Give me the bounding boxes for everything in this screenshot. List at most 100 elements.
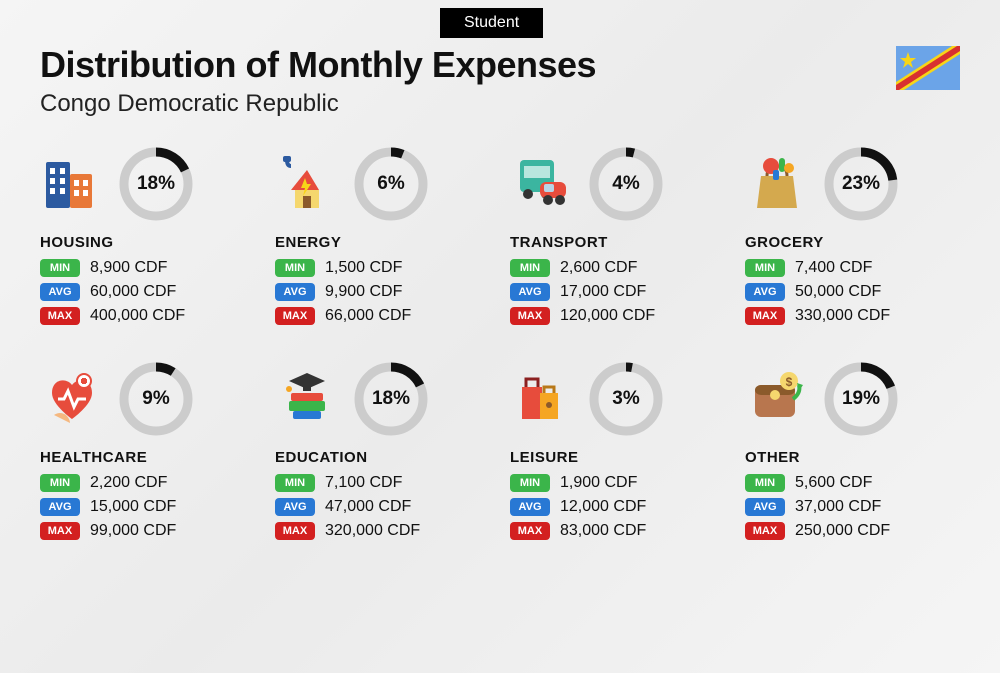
stat-min: MIN 2,600 CDF (510, 259, 725, 277)
max-label: MAX (510, 522, 550, 540)
category-card-healthcare: 9% HEALTHCARE MIN 2,200 CDF AVG 15,000 C… (40, 361, 255, 546)
category-name: LEISURE (510, 449, 725, 466)
percent-text: 3% (612, 388, 639, 410)
percent-text: 19% (842, 388, 880, 410)
category-name: HOUSING (40, 234, 255, 251)
avg-value: 17,000 CDF (560, 283, 646, 301)
max-value: 120,000 CDF (560, 307, 655, 325)
avg-label: AVG (275, 498, 315, 516)
stat-avg: AVG 12,000 CDF (510, 498, 725, 516)
min-label: MIN (510, 474, 550, 492)
percent-text: 18% (372, 388, 410, 410)
percent-ring: 9% (118, 361, 194, 437)
min-label: MIN (40, 259, 80, 277)
percent-ring: 23% (823, 146, 899, 222)
max-label: MAX (510, 307, 550, 325)
avg-label: AVG (510, 498, 550, 516)
percent-ring: 6% (353, 146, 429, 222)
stat-avg: AVG 15,000 CDF (40, 498, 255, 516)
category-card-grocery: 23% GROCERY MIN 7,400 CDF AVG 50,000 CDF… (745, 146, 960, 331)
min-value: 7,100 CDF (325, 474, 402, 492)
category-card-transport: 4% TRANSPORT MIN 2,600 CDF AVG 17,000 CD… (510, 146, 725, 331)
avg-value: 47,000 CDF (325, 498, 411, 516)
stat-max: MAX 99,000 CDF (40, 522, 255, 540)
avg-label: AVG (40, 498, 80, 516)
stat-max: MAX 330,000 CDF (745, 307, 960, 325)
min-label: MIN (510, 259, 550, 277)
min-label: MIN (275, 474, 315, 492)
min-label: MIN (275, 259, 315, 277)
max-value: 330,000 CDF (795, 307, 890, 325)
min-value: 1,500 CDF (325, 259, 402, 277)
housing-icon (40, 152, 104, 216)
max-label: MAX (275, 522, 315, 540)
energy-icon (275, 152, 339, 216)
stat-max: MAX 320,000 CDF (275, 522, 490, 540)
category-grid: 18% HOUSING MIN 8,900 CDF AVG 60,000 CDF… (0, 118, 1000, 566)
category-name: ENERGY (275, 234, 490, 251)
avg-label: AVG (40, 283, 80, 301)
percent-text: 6% (377, 173, 404, 195)
leisure-icon (510, 367, 574, 431)
education-icon (275, 367, 339, 431)
max-value: 250,000 CDF (795, 522, 890, 540)
avg-label: AVG (745, 498, 785, 516)
max-label: MAX (40, 522, 80, 540)
stat-min: MIN 7,400 CDF (745, 259, 960, 277)
healthcare-icon (40, 367, 104, 431)
page-subtitle: Congo Democratic Republic (40, 90, 960, 118)
stat-avg: AVG 17,000 CDF (510, 283, 725, 301)
min-value: 8,900 CDF (90, 259, 167, 277)
min-value: 2,600 CDF (560, 259, 637, 277)
avg-value: 12,000 CDF (560, 498, 646, 516)
avg-value: 15,000 CDF (90, 498, 176, 516)
max-value: 83,000 CDF (560, 522, 646, 540)
stat-min: MIN 1,900 CDF (510, 474, 725, 492)
stat-max: MAX 120,000 CDF (510, 307, 725, 325)
avg-value: 37,000 CDF (795, 498, 881, 516)
stat-min: MIN 1,500 CDF (275, 259, 490, 277)
min-value: 1,900 CDF (560, 474, 637, 492)
other-icon: $ (745, 367, 809, 431)
avg-label: AVG (275, 283, 315, 301)
category-name: EDUCATION (275, 449, 490, 466)
percent-ring: 19% (823, 361, 899, 437)
stat-max: MAX 400,000 CDF (40, 307, 255, 325)
category-card-leisure: 3% LEISURE MIN 1,900 CDF AVG 12,000 CDF … (510, 361, 725, 546)
percent-ring: 3% (588, 361, 664, 437)
stat-max: MAX 66,000 CDF (275, 307, 490, 325)
stat-avg: AVG 9,900 CDF (275, 283, 490, 301)
stat-min: MIN 2,200 CDF (40, 474, 255, 492)
percent-text: 23% (842, 173, 880, 195)
stat-max: MAX 250,000 CDF (745, 522, 960, 540)
min-label: MIN (745, 474, 785, 492)
max-label: MAX (745, 307, 785, 325)
max-label: MAX (40, 307, 80, 325)
transport-icon (510, 152, 574, 216)
header: Distribution of Monthly Expenses Congo D… (0, 38, 1000, 118)
category-name: OTHER (745, 449, 960, 466)
max-label: MAX (745, 522, 785, 540)
max-value: 320,000 CDF (325, 522, 420, 540)
min-label: MIN (40, 474, 80, 492)
percent-text: 4% (612, 173, 639, 195)
max-label: MAX (275, 307, 315, 325)
flag-icon (896, 46, 960, 90)
percent-text: 18% (137, 173, 175, 195)
avg-label: AVG (745, 283, 785, 301)
stat-min: MIN 7,100 CDF (275, 474, 490, 492)
category-name: GROCERY (745, 234, 960, 251)
percent-ring: 18% (353, 361, 429, 437)
category-name: HEALTHCARE (40, 449, 255, 466)
avg-value: 50,000 CDF (795, 283, 881, 301)
avg-value: 9,900 CDF (325, 283, 402, 301)
stat-avg: AVG 50,000 CDF (745, 283, 960, 301)
min-value: 2,200 CDF (90, 474, 167, 492)
student-badge: Student (440, 8, 543, 38)
percent-ring: 18% (118, 146, 194, 222)
avg-label: AVG (510, 283, 550, 301)
category-card-housing: 18% HOUSING MIN 8,900 CDF AVG 60,000 CDF… (40, 146, 255, 331)
category-card-energy: 6% ENERGY MIN 1,500 CDF AVG 9,900 CDF MA… (275, 146, 490, 331)
stat-avg: AVG 60,000 CDF (40, 283, 255, 301)
svg-text:$: $ (786, 375, 793, 389)
